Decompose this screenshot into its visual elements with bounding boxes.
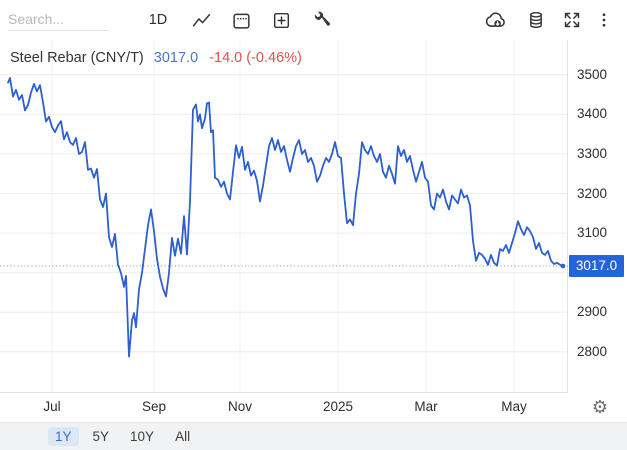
more-menu-icon: [602, 13, 606, 27]
y-tick-label: 3200: [577, 185, 608, 201]
fullscreen-button[interactable]: [557, 5, 587, 35]
date-range-button[interactable]: [226, 5, 256, 35]
cloud-download-icon: [485, 12, 505, 27]
y-tick-label: 3300: [577, 145, 608, 161]
fullscreen-icon: [564, 12, 580, 28]
x-tick-label: Mar: [414, 399, 438, 414]
price-badge: 3017.0: [569, 254, 624, 277]
trend-line-icon: [192, 13, 210, 26]
y-tick-label: 2900: [577, 304, 608, 320]
chart-type-button[interactable]: [186, 5, 216, 35]
range-selector: 1Y 5Y 10Y All: [0, 422, 627, 450]
range-button-all[interactable]: All: [168, 427, 197, 446]
calendar-icon: [232, 13, 250, 29]
database-icon: [530, 12, 542, 28]
plot-area[interactable]: [0, 40, 568, 393]
export-button[interactable]: [480, 5, 510, 35]
add-icon: [273, 12, 289, 28]
search-input[interactable]: [8, 8, 108, 31]
y-tick-label: 3100: [577, 225, 608, 241]
range-button-10y[interactable]: 10Y: [123, 427, 161, 446]
x-tick-label: May: [501, 399, 527, 414]
range-button-5y[interactable]: 5Y: [86, 427, 117, 446]
x-tick-label: Nov: [227, 399, 253, 414]
x-tick-label: 2025: [322, 399, 354, 414]
axis-settings-button[interactable]: ⚙: [587, 395, 613, 419]
y-tick-label: 3500: [577, 66, 608, 82]
tools-button[interactable]: [308, 5, 338, 35]
price-line-chart: [0, 40, 568, 393]
price-change: -14.0 (-0.46%): [209, 50, 302, 66]
more-menu-button[interactable]: [589, 5, 619, 35]
symbol-name: Steel Rebar (CNY/T): [10, 50, 144, 66]
y-tick-label: 3400: [577, 106, 608, 122]
data-button[interactable]: [521, 5, 551, 35]
chart-header: Steel Rebar (CNY/T) 3017.0 -14.0 (-0.46%…: [10, 50, 302, 66]
x-tick-label: Jul: [43, 399, 61, 414]
last-price: 3017.0: [153, 50, 199, 66]
interval-button[interactable]: 1D: [143, 5, 173, 35]
gear-icon: ⚙: [591, 397, 609, 417]
tools-icon: [314, 11, 330, 26]
range-button-1y[interactable]: 1Y: [48, 427, 79, 446]
add-indicator-button[interactable]: [266, 5, 296, 35]
y-tick-label: 2800: [577, 343, 608, 359]
x-tick-label: Sep: [141, 399, 167, 414]
toolbar: 1D: [0, 0, 627, 40]
